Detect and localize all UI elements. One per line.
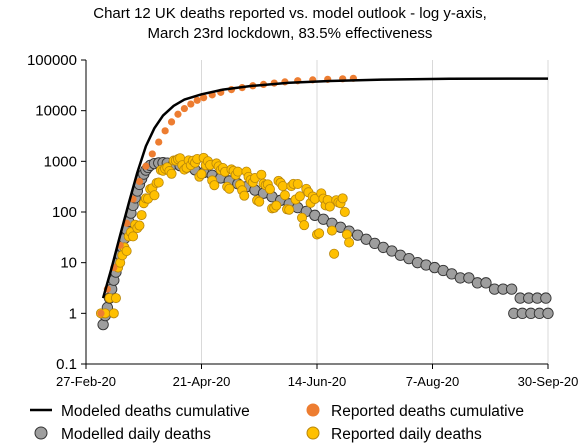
- reported-cumulative-point: [142, 162, 150, 170]
- reported-daily-point: [108, 308, 119, 319]
- reported-daily-point: [256, 169, 267, 180]
- reported-daily-point: [277, 181, 288, 192]
- x-tick-label: 21-Apr-20: [173, 374, 231, 389]
- legend-marker-modelled-daily: [34, 426, 48, 440]
- reported-daily-point: [239, 190, 250, 201]
- legend: Modeled deaths cumulative Reported death…: [30, 403, 524, 443]
- reported-daily-point: [254, 196, 265, 207]
- chart-title-line-1: Chart 12 UK deaths reported vs. model ou…: [93, 5, 487, 22]
- reported-daily-point: [134, 220, 145, 231]
- reported-cumulative-point: [161, 127, 169, 135]
- modeled-cumulative-line: [101, 77, 549, 299]
- y-tick-label: 1000: [44, 153, 77, 170]
- reported-cumulative-point: [180, 104, 188, 113]
- reported-cumulative-point: [187, 100, 195, 108]
- reported-daily-point: [128, 231, 139, 242]
- reported-daily-point: [110, 293, 121, 304]
- modelled-daily-point: [463, 272, 475, 284]
- reported-daily-point: [337, 193, 348, 204]
- reported-daily-point: [299, 220, 310, 231]
- y-tick-label: 100: [52, 204, 77, 221]
- legend-label-modelled-daily: Modelled daily deaths: [61, 426, 211, 443]
- chart-title-line-2: March 23rd lockdown, 83.5% effectiveness: [147, 25, 433, 42]
- reported-cumulative-point: [97, 309, 105, 317]
- reported-daily-point: [149, 190, 160, 201]
- reported-daily-point: [264, 184, 275, 195]
- reported-daily-point: [326, 225, 337, 236]
- x-tick-label: 7-Aug-20: [406, 374, 459, 389]
- reported-daily-point: [329, 248, 340, 259]
- reported-daily-point: [196, 169, 207, 180]
- reported-daily-point: [284, 204, 295, 215]
- reported-daily-point: [121, 245, 132, 256]
- reported-cumulative-point: [167, 118, 176, 126]
- reported-cumulative-point: [155, 138, 163, 146]
- reported-daily-point: [136, 210, 147, 221]
- reported-daily-point: [294, 191, 305, 202]
- reported-daily-point: [324, 201, 335, 212]
- reported-daily-point: [292, 178, 303, 189]
- y-tick-label: 0.1: [56, 356, 77, 373]
- legend-marker-reported-daily: [306, 426, 320, 440]
- x-tick-label: 27-Feb-20: [56, 374, 116, 389]
- reported-daily-point: [339, 206, 350, 217]
- reported-daily-point: [224, 183, 235, 194]
- reported-cumulative-point: [193, 96, 201, 104]
- modelled-daily-point: [540, 292, 552, 304]
- reported-cumulative-point: [148, 150, 156, 158]
- reported-daily-point: [209, 180, 220, 191]
- y-tick-label: 100000: [27, 52, 77, 69]
- reported-cumulative-point: [135, 177, 144, 186]
- legend-label-reported-cumulative: Reported deaths cumulative: [331, 403, 524, 420]
- legend-label-modeled-cumulative: Modeled deaths cumulative: [61, 403, 250, 420]
- legend-marker-reported-cumulative: [306, 403, 320, 417]
- x-tick-label: 30-Sep-20: [518, 374, 579, 389]
- chart-title: Chart 12 UK deaths reported vs. model ou…: [0, 4, 580, 44]
- reported-daily-point: [153, 177, 164, 188]
- y-tick-label: 10: [60, 255, 77, 272]
- reported-daily-point: [166, 168, 177, 179]
- reported-cumulative-point: [200, 94, 208, 102]
- reported-cumulative-point: [174, 110, 182, 118]
- modelled-daily-point: [542, 307, 554, 319]
- modelled-daily-point: [505, 283, 518, 295]
- reported-daily-point: [344, 237, 355, 248]
- legend-label-reported-daily: Reported daily deaths: [331, 426, 482, 443]
- axis-layer: 27-Feb-20 21-Apr-20 14-Jun-20 7-Aug-20 30-Se…: [27, 52, 578, 389]
- grid-layer: [201, 60, 549, 364]
- modelled-daily-point: [480, 277, 492, 289]
- reported-daily-point: [314, 228, 325, 239]
- series-layer: [95, 74, 554, 331]
- reported-daily-point: [271, 200, 282, 211]
- reported-daily-point: [232, 166, 243, 177]
- y-tick-label: 1: [69, 305, 77, 322]
- y-tick-label: 10000: [35, 103, 77, 120]
- x-tick-label: 14-Jun-20: [288, 374, 347, 389]
- reported-daily-point: [279, 190, 290, 201]
